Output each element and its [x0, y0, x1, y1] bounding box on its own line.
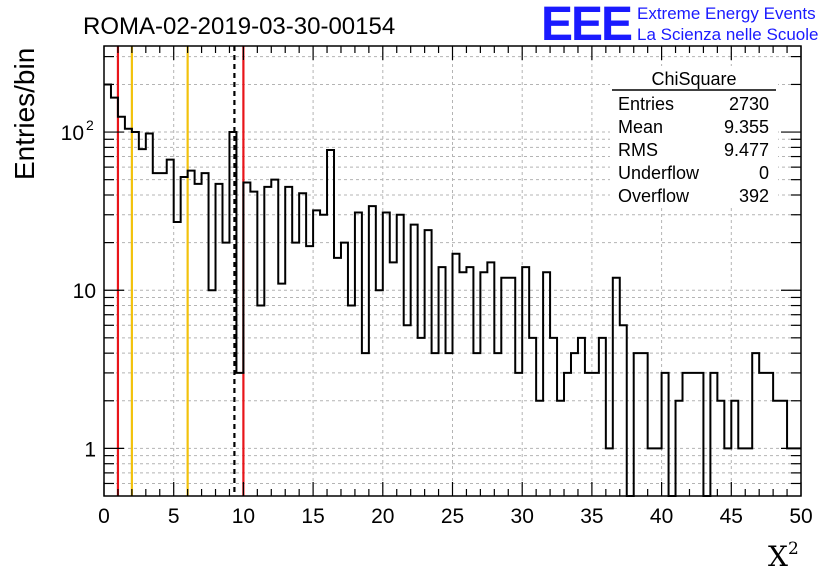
- histogram-bin: [167, 160, 174, 496]
- chart-title: ROMA-02-2019-03-30-00154: [83, 13, 395, 40]
- histogram-bin: [473, 353, 480, 496]
- histogram-bin: [285, 187, 292, 496]
- histogram-bin: [766, 373, 773, 496]
- y-tick-label-exponent: 2: [86, 117, 94, 133]
- histogram-bin: [564, 373, 571, 496]
- histogram-bin: [209, 290, 216, 496]
- histogram-bin: [641, 353, 648, 496]
- histogram-bin: [341, 243, 348, 496]
- x-tick-label: 0: [98, 505, 110, 528]
- histogram-bin: [216, 184, 223, 496]
- histogram-bin: [432, 353, 439, 496]
- histogram-bin: [418, 338, 425, 496]
- histogram-bin: [195, 184, 202, 496]
- stats-label: Underflow: [618, 163, 700, 183]
- x-tick-label: 10: [232, 505, 255, 528]
- x-tick-label: 45: [720, 505, 743, 528]
- histogram-bin: [250, 192, 257, 496]
- histogram-bin: [522, 267, 529, 496]
- stats-value: 9.355: [724, 117, 769, 137]
- histogram-bin: [585, 373, 592, 496]
- stats-label: Overflow: [618, 186, 690, 206]
- histogram-bin: [306, 246, 313, 496]
- histogram-bin: [529, 338, 536, 496]
- histogram-bin: [229, 132, 236, 496]
- x-axis-label-superscript: 2: [788, 539, 799, 559]
- histogram-bars: [104, 83, 801, 497]
- histogram-bin: [662, 373, 669, 496]
- histogram-bin: [174, 222, 181, 496]
- stats-label: Entries: [618, 94, 674, 114]
- histogram-bin: [376, 290, 383, 496]
- histogram-bin: [550, 338, 557, 496]
- histogram-bin: [404, 325, 411, 496]
- histogram-bin: [696, 373, 703, 496]
- stats-value: 9.477: [724, 140, 769, 160]
- histogram-bin: [383, 213, 390, 496]
- x-axis-label: X2: [768, 539, 799, 572]
- histogram-bin: [153, 173, 160, 496]
- stats-label: Mean: [618, 117, 663, 137]
- y-tick-label: 10: [61, 122, 84, 145]
- histogram-bin: [515, 373, 522, 496]
- eee-logo-letters: EEE: [541, 0, 632, 51]
- x-tick-label: 25: [441, 505, 464, 528]
- y-tick-label: 10: [73, 280, 96, 303]
- stats-value: 0: [759, 163, 769, 183]
- histogram-bin: [160, 173, 167, 496]
- histogram-bin: [369, 206, 376, 496]
- x-tick-label: 15: [301, 505, 324, 528]
- x-tick-label: 20: [371, 505, 394, 528]
- histogram-bin: [222, 243, 229, 496]
- histogram-bin: [466, 267, 473, 496]
- histogram-bin: [334, 258, 341, 496]
- eee-logo-line-1: Extreme Energy Events: [637, 4, 816, 23]
- histogram-bin: [292, 243, 299, 496]
- histogram-bin: [320, 215, 327, 496]
- stats-value: 2730: [729, 94, 769, 114]
- x-tick-label: 5: [168, 505, 180, 528]
- stats-label: RMS: [618, 140, 658, 160]
- histogram-bin: [446, 353, 453, 496]
- stats-title: ChiSquare: [651, 69, 736, 89]
- y-axis-label: Entries/bin: [9, 48, 40, 180]
- histogram-bin: [299, 193, 306, 496]
- x-tick-label: 35: [580, 505, 603, 528]
- x-tick-label: 30: [511, 505, 534, 528]
- histogram-bin: [634, 353, 641, 496]
- reference-lines: [116, 46, 245, 496]
- histogram-bin: [439, 267, 446, 496]
- histogram-bin: [710, 373, 717, 496]
- histogram-bin: [397, 215, 404, 496]
- histogram-bin: [683, 373, 690, 496]
- histogram-bin: [620, 325, 627, 496]
- histogram-bin: [752, 353, 759, 496]
- eee-logo-line-2: La Scienza nelle Scuole: [637, 25, 818, 44]
- y-tick-label: 1: [84, 438, 96, 461]
- histogram-bin: [494, 353, 501, 496]
- histogram-bin: [689, 373, 696, 496]
- histogram-bin: [362, 353, 369, 496]
- histogram-bin: [264, 187, 271, 496]
- stats-value: 392: [739, 186, 769, 206]
- histogram-bin: [355, 213, 362, 496]
- histogram-bin: [592, 373, 599, 496]
- histogram-bin: [599, 338, 606, 496]
- stats-box: ChiSquare Entries 2730 Mean 9.355 RMS 9.477 Un…: [610, 66, 778, 208]
- eee-logo: EEE Extreme Energy Events La Scienza nel…: [541, 0, 818, 51]
- histogram-bin: [578, 338, 585, 496]
- histogram-bin: [759, 373, 766, 496]
- stats-rows: Entries 2730 Mean 9.355 RMS 9.477 Underflow 0 Ov…: [618, 94, 769, 206]
- histogram-bin: [571, 353, 578, 496]
- histogram-bin: [202, 173, 209, 496]
- histogram-bin: [139, 149, 146, 496]
- x-tick-label: 50: [789, 505, 812, 528]
- histogram-outline: [104, 83, 801, 497]
- histogram-bin: [327, 150, 334, 496]
- x-tick-label: 40: [650, 505, 673, 528]
